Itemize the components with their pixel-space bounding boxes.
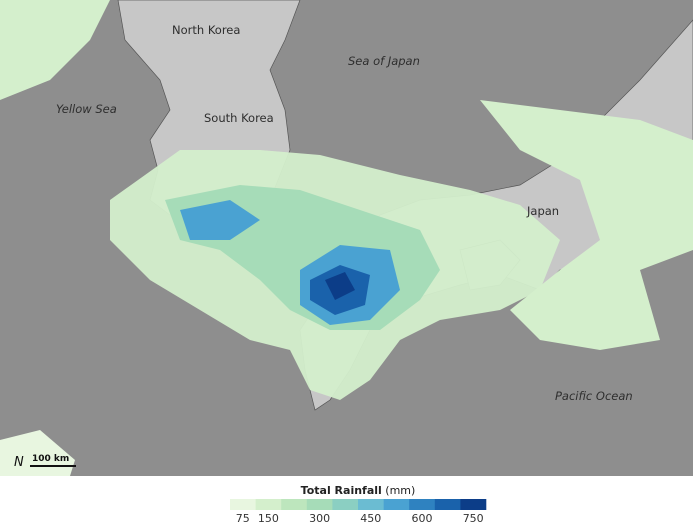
legend-swatch [460,499,487,510]
legend-swatch [383,499,410,510]
legend-tick-label: 150 [258,512,279,524]
legend-swatch [409,499,436,510]
legend-swatch [255,499,282,510]
legend-swatch [434,499,461,510]
map: N 100 km North Korea South Korea Sea of … [0,0,693,476]
legend-swatch [230,499,256,510]
legend-swatch [281,499,308,510]
legend-tick-label: 600 [412,512,433,524]
map-label: Yellow Sea [56,102,117,116]
legend-title-text: Total Rainfall [301,484,382,497]
legend-swatch [332,499,359,510]
scale-label: 100 km [32,454,69,464]
map-label: North Korea [172,23,240,37]
map-label: South Korea [204,111,274,125]
legend-tick-label: 450 [360,512,381,524]
legend-swatch [358,499,384,510]
north-arrow: N [14,455,24,470]
legend-tick-label: 75 [236,512,250,524]
map-label: Pacific Ocean [555,389,633,403]
legend-swatch [306,499,333,510]
legend-unit: (mm) [385,484,415,497]
map-label: Sea of Japan [348,54,420,68]
legend-tick-label: 750 [463,512,484,524]
legend-tick-label: 300 [309,512,330,524]
map-label: Japan [526,204,559,218]
legend: Total Rainfall (mm) 75 150 300 450 600 750 [230,484,487,524]
legend-title: Total Rainfall (mm) [301,484,416,497]
